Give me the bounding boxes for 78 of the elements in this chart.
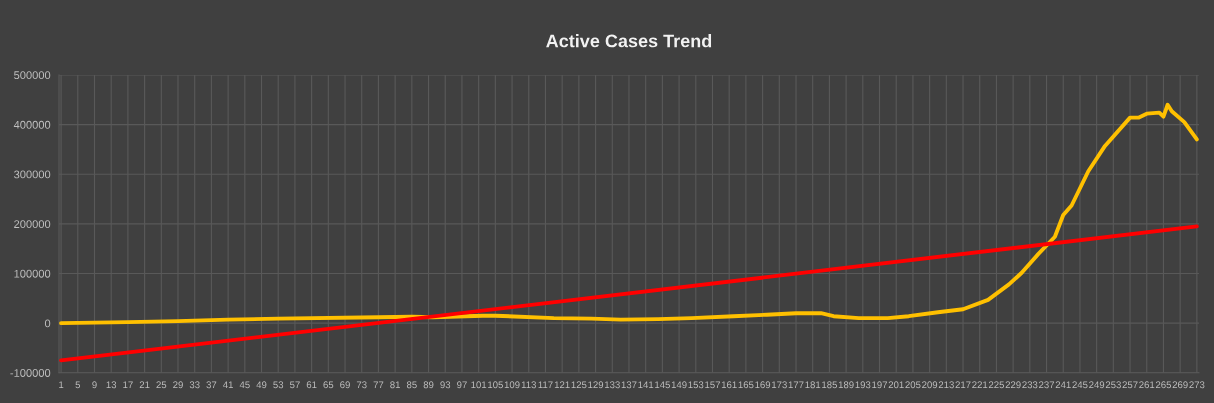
x-tick-label: 85 — [406, 381, 417, 389]
x-tick-label: 265 — [1155, 381, 1172, 389]
x-tick-label: 221 — [972, 381, 988, 389]
x-tick-label: 61 — [306, 381, 317, 389]
x-tick-label: 169 — [755, 381, 771, 389]
x-tick-label: 121 — [554, 381, 570, 389]
x-tick-label: 125 — [571, 381, 587, 389]
x-tick-label: 165 — [738, 381, 754, 389]
x-tick-label: 69 — [340, 381, 350, 389]
x-tick-label: 45 — [239, 381, 250, 389]
x-tick-label: 257 — [1122, 381, 1138, 389]
x-tick-label: 81 — [390, 381, 400, 389]
y-tick-label: 400000 — [13, 120, 51, 129]
x-tick-label: 185 — [822, 381, 837, 389]
x-tick-label: 245 — [1072, 381, 1088, 389]
x-tick-label: 89 — [423, 381, 434, 389]
x-tick-label: 65 — [323, 381, 334, 389]
x-tick-label: 53 — [273, 381, 284, 389]
x-tick-label: 21 — [139, 381, 150, 389]
x-tick-label: 117 — [538, 381, 553, 389]
x-tick-label: 133 — [605, 381, 620, 389]
x-tick-label: 13 — [106, 381, 117, 389]
x-tick-label: 97 — [457, 381, 467, 389]
x-tick-label: 193 — [855, 381, 871, 389]
y-tick-label: 200000 — [14, 220, 51, 228]
y-tick-label: 0 — [44, 319, 51, 328]
x-tick-label: 241 — [1055, 381, 1071, 389]
x-tick-label: 233 — [1022, 381, 1038, 389]
x-tick-label: 105 — [488, 381, 503, 389]
x-tick-label: 205 — [905, 381, 921, 389]
line-series — [59, 102, 1199, 326]
x-tick-label: 209 — [922, 381, 938, 389]
x-tick-label: 269 — [1172, 381, 1188, 389]
x-tick-label: 37 — [206, 381, 217, 389]
x-tick-label: 109 — [504, 381, 520, 389]
x-tick-label: 197 — [872, 381, 888, 389]
x-tick-label: 73 — [356, 381, 367, 389]
x-tick-label: 201 — [888, 381, 904, 389]
x-tick-label: 29 — [173, 381, 183, 389]
x-tick-label: 181 — [805, 381, 821, 389]
x-tick-label: 33 — [189, 381, 200, 389]
x-tick-label: 229 — [1005, 381, 1021, 389]
x-tick-label: 161 — [721, 381, 737, 389]
x-tick-label: 137 — [621, 381, 637, 389]
y-tick-label: 300000 — [14, 170, 51, 179]
x-tick-label: 253 — [1105, 381, 1121, 389]
x-tick-label: 49 — [256, 381, 267, 389]
x-tick-label: 1 — [59, 381, 64, 389]
x-tick-label: 177 — [788, 381, 804, 389]
x-tick-label: 77 — [373, 381, 384, 389]
x-tick-label: 225 — [988, 381, 1005, 389]
x-tick-label: 149 — [671, 381, 687, 389]
x-tick-label: 9 — [92, 381, 97, 389]
x-tick-label: 237 — [1039, 381, 1055, 389]
chart-title: Active Cases Trend — [546, 34, 712, 48]
y-tick-label: 100000 — [14, 269, 51, 278]
x-tick-label: 157 — [705, 381, 720, 389]
x-tick-label: 141 — [638, 381, 654, 389]
x-tick-label: 273 — [1189, 381, 1205, 389]
x-tick-label: 153 — [688, 381, 704, 389]
x-tick-label: 129 — [588, 381, 604, 389]
x-tick-label: 93 — [440, 381, 451, 389]
x-tick-label: 25 — [156, 381, 167, 389]
x-tick-label: 145 — [655, 381, 670, 389]
x-tick-label: 173 — [772, 381, 787, 389]
x-tick-label: 17 — [123, 381, 133, 389]
y-tick-label: 500000 — [14, 71, 51, 80]
x-tick-label: 57 — [289, 381, 300, 389]
x-tick-label: 189 — [838, 381, 854, 389]
x-tick-label: 249 — [1089, 381, 1105, 389]
x-tick-label: 41 — [223, 381, 233, 389]
x-tick-label: 113 — [521, 381, 536, 389]
x-tick-label: 5 — [75, 381, 81, 389]
x-tick-label: 101 — [471, 381, 487, 389]
x-tick-label: 213 — [938, 381, 954, 389]
x-tick-label: 261 — [1139, 381, 1155, 389]
x-tick-label: 217 — [955, 381, 971, 389]
y-tick-label: -100000 — [10, 369, 51, 377]
